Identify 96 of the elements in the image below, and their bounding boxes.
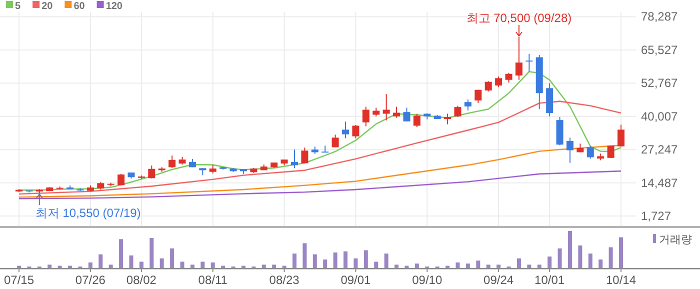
candlestick (526, 53, 533, 72)
annotation: 최저 10,550 (07/19) (35, 206, 141, 220)
candlestick (515, 36, 522, 80)
legend-label: 120 (106, 1, 123, 12)
line-series (18, 170, 622, 200)
y-tick-label: 14,487 (641, 176, 678, 190)
bar (170, 248, 174, 268)
y-tick-label: 52,767 (641, 76, 678, 90)
x-tick-label: 09/24 (484, 273, 514, 287)
bar (608, 247, 613, 268)
candlestick (505, 72, 512, 83)
candlestick (618, 124, 624, 148)
bar (364, 250, 368, 268)
candlestick (290, 149, 298, 169)
bar (200, 262, 205, 268)
y-tick-label: 65,527 (641, 42, 678, 57)
candlestick (607, 145, 614, 158)
bar (312, 254, 317, 268)
x-tick-label: 07/15 (4, 273, 34, 287)
bar (190, 264, 194, 268)
candlestick (332, 134, 339, 148)
legend-label: 거래량 (659, 234, 692, 246)
y-tick-label: 40,007 (641, 109, 678, 124)
x-tick-label: 07/26 (75, 273, 106, 287)
candlestick (362, 106, 370, 127)
line-series (18, 100, 622, 195)
x-tick-label: 10/01 (534, 273, 565, 287)
legend-label: 5 (15, 1, 21, 12)
x-tick-label: 09/10 (412, 273, 442, 287)
candlestick (301, 147, 308, 164)
bar (578, 245, 582, 268)
candlestick (403, 107, 410, 122)
bar (354, 258, 358, 268)
bar (466, 264, 470, 268)
bar (516, 258, 521, 268)
candlestick (413, 113, 420, 128)
bar (262, 264, 266, 268)
bar (456, 262, 460, 268)
bar (394, 264, 399, 268)
bar (568, 231, 572, 268)
candlestick (444, 113, 452, 125)
bar (548, 256, 552, 268)
bar (98, 254, 103, 268)
bar (558, 248, 562, 268)
bar (486, 264, 490, 268)
bar (588, 254, 592, 268)
bar (88, 262, 92, 268)
candlestick (168, 155, 176, 168)
x-tick-label: 10/14 (606, 273, 636, 287)
bar (119, 239, 124, 268)
bar (302, 243, 307, 268)
bar (210, 262, 215, 268)
x-tick-label: 08/02 (126, 273, 157, 287)
candlestick (566, 137, 574, 164)
x-tick-label: 09/01 (340, 273, 372, 287)
bar (333, 252, 338, 268)
candlestick (586, 146, 594, 160)
bar (496, 264, 501, 268)
candlestick (454, 105, 462, 118)
annotation: 최고 70,500 (09/28) (466, 10, 572, 25)
y-tick-label: 1,727 (641, 209, 672, 224)
bar (476, 260, 480, 268)
candlestick (393, 106, 400, 118)
bar (150, 238, 154, 268)
candlestick (382, 94, 390, 121)
bar (537, 264, 542, 268)
bar (527, 264, 532, 268)
bar (129, 255, 134, 268)
legend-label: 20 (42, 1, 54, 12)
bar (374, 262, 378, 268)
line-series (18, 70, 622, 191)
candlestick (474, 89, 482, 104)
bar (598, 259, 603, 268)
candlestick (484, 80, 492, 92)
bar (323, 259, 328, 268)
x-tick-label: 08/11 (198, 273, 228, 287)
bar (292, 254, 296, 268)
x-tick-label: 08/23 (269, 273, 300, 287)
candlestick (352, 124, 360, 139)
candlestick (495, 76, 502, 88)
bar (619, 237, 623, 268)
bar (272, 264, 276, 268)
bar (180, 262, 184, 268)
bar (108, 264, 113, 268)
bar (344, 251, 348, 268)
candlestick (464, 98, 472, 111)
candlestick (148, 165, 156, 179)
bar (384, 254, 388, 268)
y-tick-label: 78,287 (641, 10, 678, 24)
bar (160, 258, 164, 268)
legend-label: 60 (74, 1, 86, 12)
bar (48, 264, 52, 268)
y-tick-label: 27,247 (641, 142, 678, 157)
bar (139, 262, 144, 268)
candlestick (342, 121, 350, 139)
bar (414, 264, 419, 268)
